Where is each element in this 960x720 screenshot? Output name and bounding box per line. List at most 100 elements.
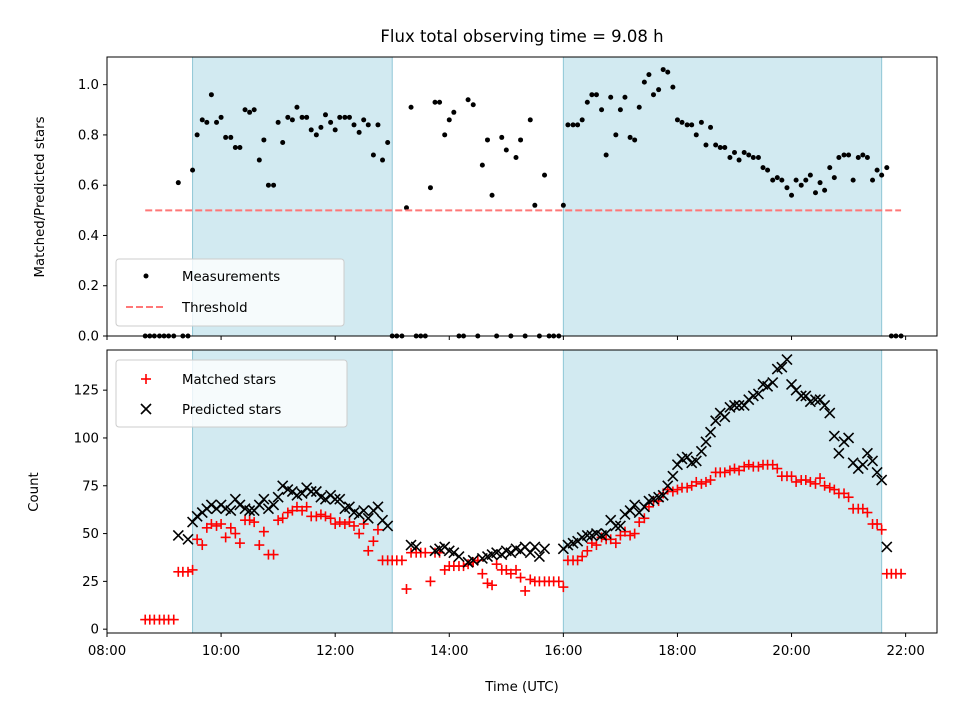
measurement-point [242, 107, 248, 113]
measurement-point [503, 147, 509, 153]
measurement-point [442, 132, 448, 138]
measurement-point [850, 177, 856, 183]
predicted-star-marker [809, 394, 822, 406]
measurement-point [356, 129, 362, 135]
matched-star-marker [249, 517, 260, 528]
measurement-point [656, 87, 662, 93]
matched-star-marker [791, 476, 802, 487]
matched-star-marker [311, 511, 322, 522]
predicted-star-marker [629, 499, 641, 511]
measurement-point [465, 97, 471, 103]
measurement-point [385, 139, 391, 145]
predicted-star-marker [505, 547, 517, 559]
measurement-point [746, 152, 752, 158]
matched-star-marker [192, 534, 203, 545]
predicted-star-marker [600, 528, 612, 540]
matched-star-marker [401, 584, 412, 595]
measurement-point [370, 152, 376, 158]
measurement-point [532, 202, 538, 208]
matched-star-marker [729, 463, 740, 474]
predicted-star-marker [258, 493, 270, 505]
y-tick-label: 75 [82, 479, 99, 494]
matched-star-marker [354, 528, 365, 539]
predicted-star-marker [253, 499, 265, 511]
bottom-legend-box [115, 359, 348, 428]
predicted-star-marker [343, 501, 356, 513]
measurement-point [613, 132, 619, 138]
predicted-star-marker [524, 547, 536, 559]
matched-star-marker [724, 465, 735, 476]
matched-star-marker [734, 465, 745, 476]
measurement-point [765, 167, 771, 173]
predicted-star-marker [695, 445, 707, 457]
matched-star-marker [301, 501, 312, 512]
predicted-star-marker [871, 466, 883, 478]
measurement-point [874, 167, 880, 173]
measurement-point [280, 139, 286, 145]
matched-star-marker [463, 559, 474, 570]
measurement-point [679, 119, 685, 125]
shaded-interval [562, 349, 883, 634]
legend-measurements-label: Measurements [182, 270, 280, 285]
measurement-point [247, 109, 253, 115]
y-tick-label: 0.0 [78, 330, 99, 345]
y-tick-label: 0 [91, 623, 99, 638]
matched-star-marker [691, 476, 702, 487]
measurement-point [836, 155, 842, 161]
predicted-star-marker [738, 399, 750, 412]
predicted-star-marker [619, 508, 631, 521]
matched-star-marker [515, 572, 526, 583]
matched-star-marker [753, 461, 764, 472]
measurement-point [599, 107, 605, 113]
predicted-star-marker [467, 554, 479, 566]
predicted-star-marker [262, 503, 275, 515]
matched-star-marker [468, 557, 479, 568]
matched-star-marker [396, 555, 407, 566]
predicted-star-marker [334, 493, 346, 505]
matched-star-marker [425, 576, 436, 587]
measurement-point [265, 182, 271, 188]
measurement-point [208, 92, 214, 98]
predicted-star-marker [728, 399, 741, 412]
predicted-star-marker [329, 493, 341, 505]
measurement-point [271, 182, 277, 188]
measurement-point [713, 142, 719, 148]
predicted-star-marker [296, 487, 308, 499]
x-tick-label: 14:00 [430, 644, 468, 659]
predicted-star-marker [671, 459, 684, 471]
predicted-star-marker [800, 390, 812, 402]
matched-star-marker [349, 520, 360, 531]
matched-star-marker [234, 538, 245, 549]
predicted-star-marker [662, 480, 674, 492]
measurement-point [570, 122, 576, 128]
legend-threshold-label: Threshold [181, 301, 248, 316]
measurement-point [408, 104, 414, 110]
measurement-point [807, 172, 813, 178]
matched-star-marker [511, 564, 522, 575]
bottom-plot-data [140, 353, 907, 625]
matched-star-marker [211, 520, 222, 531]
bottom-x-ticks: 08:00 10:00 12:00 14:00 16:00 18:00 20:00 22:00 [88, 633, 925, 659]
matched-star-marker [843, 492, 854, 503]
matched-star-marker [491, 559, 502, 570]
chart-title: Flux total observing time = 9.08 h [380, 27, 663, 46]
measurement-point [289, 117, 295, 123]
predicted-star-marker [814, 394, 826, 406]
predicted-star-marker [610, 520, 622, 532]
measurement-point [741, 150, 747, 156]
top-panel: 0.0 0.2 0.4 0.6 0.8 1.0 Flux total observing … [33, 27, 938, 345]
measurement-point [608, 94, 614, 100]
x-tick-label: 20:00 [772, 644, 810, 659]
matched-star-marker [183, 566, 194, 577]
measurement-point [789, 192, 795, 198]
matched-star-marker [254, 540, 265, 551]
measurement-point [803, 177, 809, 183]
matched-star-marker [672, 484, 683, 495]
measurement-point [261, 137, 267, 143]
matched-star-marker [862, 507, 873, 518]
predicted-star-marker [225, 505, 237, 517]
predicted-star-marker [624, 505, 636, 517]
matched-star-marker [739, 461, 750, 472]
top-axes-frame [106, 56, 938, 337]
measurement-point [798, 182, 804, 188]
